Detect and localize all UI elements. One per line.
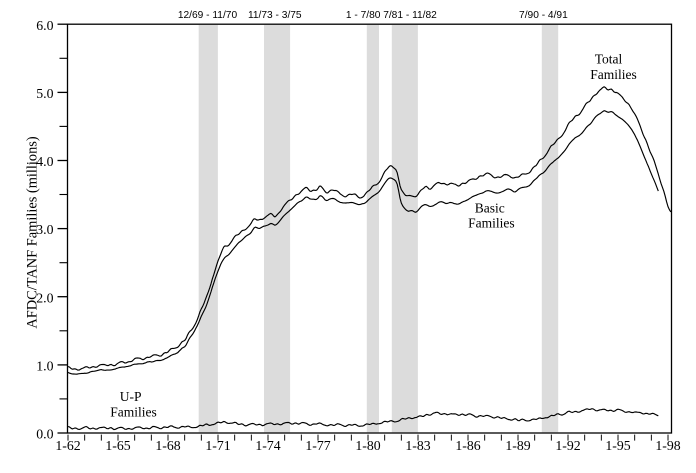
svg-text:1-95: 1-95 bbox=[605, 438, 630, 453]
svg-text:1-92: 1-92 bbox=[555, 438, 580, 453]
svg-text:1-68: 1-68 bbox=[155, 438, 180, 453]
svg-text:Total: Total bbox=[595, 52, 623, 67]
svg-text:6.0: 6.0 bbox=[36, 18, 53, 33]
svg-text:1-62: 1-62 bbox=[55, 438, 80, 453]
svg-text:Families: Families bbox=[110, 404, 157, 419]
svg-text:1-80: 1-80 bbox=[355, 438, 380, 453]
svg-text:4.0: 4.0 bbox=[36, 154, 53, 169]
svg-text:1-89: 1-89 bbox=[505, 438, 530, 453]
svg-text:1 - 7/80: 1 - 7/80 bbox=[346, 10, 381, 21]
svg-text:Basic: Basic bbox=[475, 200, 505, 215]
svg-text:1-77: 1-77 bbox=[305, 438, 330, 453]
svg-text:12/69 - 11/70: 12/69 - 11/70 bbox=[178, 10, 238, 21]
svg-text:AFDC/TANF Families (millions): AFDC/TANF Families (millions) bbox=[24, 136, 40, 329]
svg-text:7/81 - 11/82: 7/81 - 11/82 bbox=[383, 10, 437, 21]
svg-text:1-83: 1-83 bbox=[405, 438, 430, 453]
svg-text:1-65: 1-65 bbox=[105, 438, 130, 453]
svg-text:1-86: 1-86 bbox=[455, 438, 480, 453]
svg-text:Families: Families bbox=[590, 67, 637, 82]
svg-text:5.0: 5.0 bbox=[36, 86, 53, 101]
svg-text:3.0: 3.0 bbox=[36, 222, 53, 237]
svg-text:1-71: 1-71 bbox=[205, 438, 230, 453]
svg-text:U-P: U-P bbox=[120, 389, 142, 404]
svg-text:11/73 - 3/75: 11/73 - 3/75 bbox=[248, 10, 302, 21]
svg-text:1-74: 1-74 bbox=[255, 438, 280, 453]
svg-text:1.0: 1.0 bbox=[36, 359, 53, 374]
svg-text:2.0: 2.0 bbox=[36, 290, 53, 305]
svg-text:1-98: 1-98 bbox=[655, 438, 680, 453]
svg-text:7/90 - 4/91: 7/90 - 4/91 bbox=[519, 10, 568, 21]
svg-text:0.0: 0.0 bbox=[36, 427, 53, 442]
svg-text:Families: Families bbox=[468, 215, 515, 230]
